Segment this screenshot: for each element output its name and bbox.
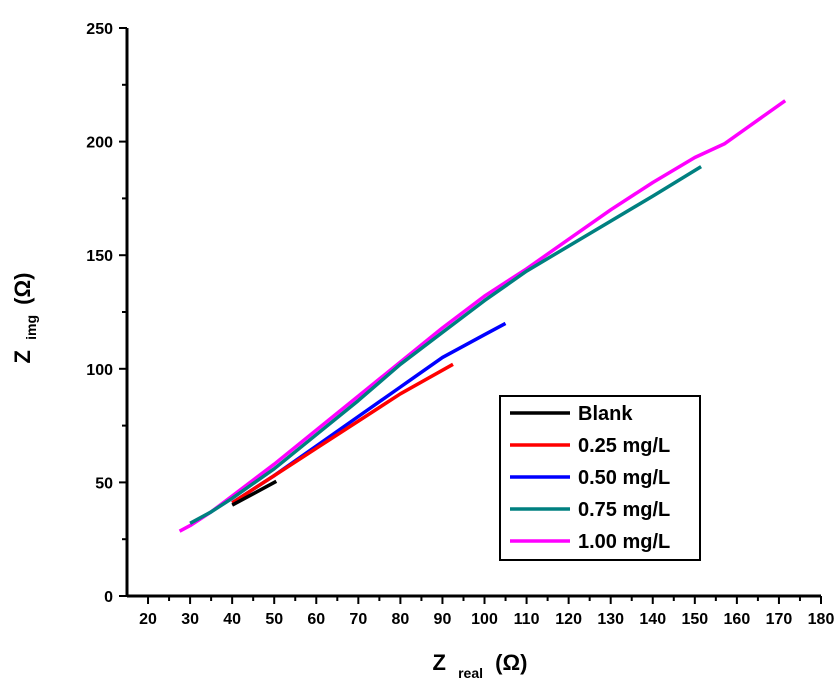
legend-label: Blank [578,403,633,425]
x-tick-label: 70 [349,611,367,628]
series-line-0-75-mg-l [189,165,703,525]
x-tick-label: 50 [265,611,283,628]
series-line-0-25-mg-l [231,362,454,505]
legend-label: 0.50 mg/L [578,467,670,489]
y-tick-label: 0 [104,589,113,606]
x-axis-title-unit: (Ω) [495,650,527,675]
y-tick-label: 100 [86,362,113,379]
series-line-blank [231,479,278,507]
y-axis-title-main: Z [10,350,35,363]
x-tick-label: 40 [223,611,241,628]
y-tick-label: 200 [86,135,113,152]
ticks: 20 30 40 50 60 70 80 90 100 110 120 130 140 150 160 170… [86,21,834,628]
y-axis-title: Z img (Ω) [10,273,41,364]
x-tick-label: 180 [808,611,835,628]
y-tick-label: 150 [86,248,113,265]
x-tick-label: 100 [471,611,498,628]
x-tick-label: 80 [391,611,409,628]
x-tick-label: 20 [139,611,157,628]
x-tick-label: 90 [434,611,452,628]
x-tick-label: 30 [181,611,199,628]
y-tick-label: 50 [95,475,113,492]
x-tick-label: 110 [514,611,540,628]
axes [125,28,821,598]
x-tick-label: 130 [597,611,624,628]
legend-label: 0.75 mg/L [578,499,670,521]
x-tick-label: 60 [307,611,325,628]
x-tick-label: 160 [724,611,751,628]
y-axis-title-sub: img [23,315,39,340]
x-tick-label: 140 [639,611,666,628]
x-axis-title-sub: real [458,665,483,681]
x-tick-label: 170 [766,611,793,628]
legend-label: 1.00 mg/L [578,531,670,553]
x-axis-title: Z real (Ω) [433,650,528,682]
x-tick-label: 150 [681,611,708,628]
x-tick-label: 120 [555,611,582,628]
y-axis-title-unit: (Ω) [10,273,35,305]
y-tick-label: 250 [86,21,113,38]
legend-label: 0.25 mg/L [578,435,670,457]
legend: Blank 0.25 mg/L 0.50 mg/L 0.75 mg/L 1.00 mg/… [499,395,701,561]
x-axis-title-main: Z [433,650,446,675]
series-lines [178,99,787,533]
